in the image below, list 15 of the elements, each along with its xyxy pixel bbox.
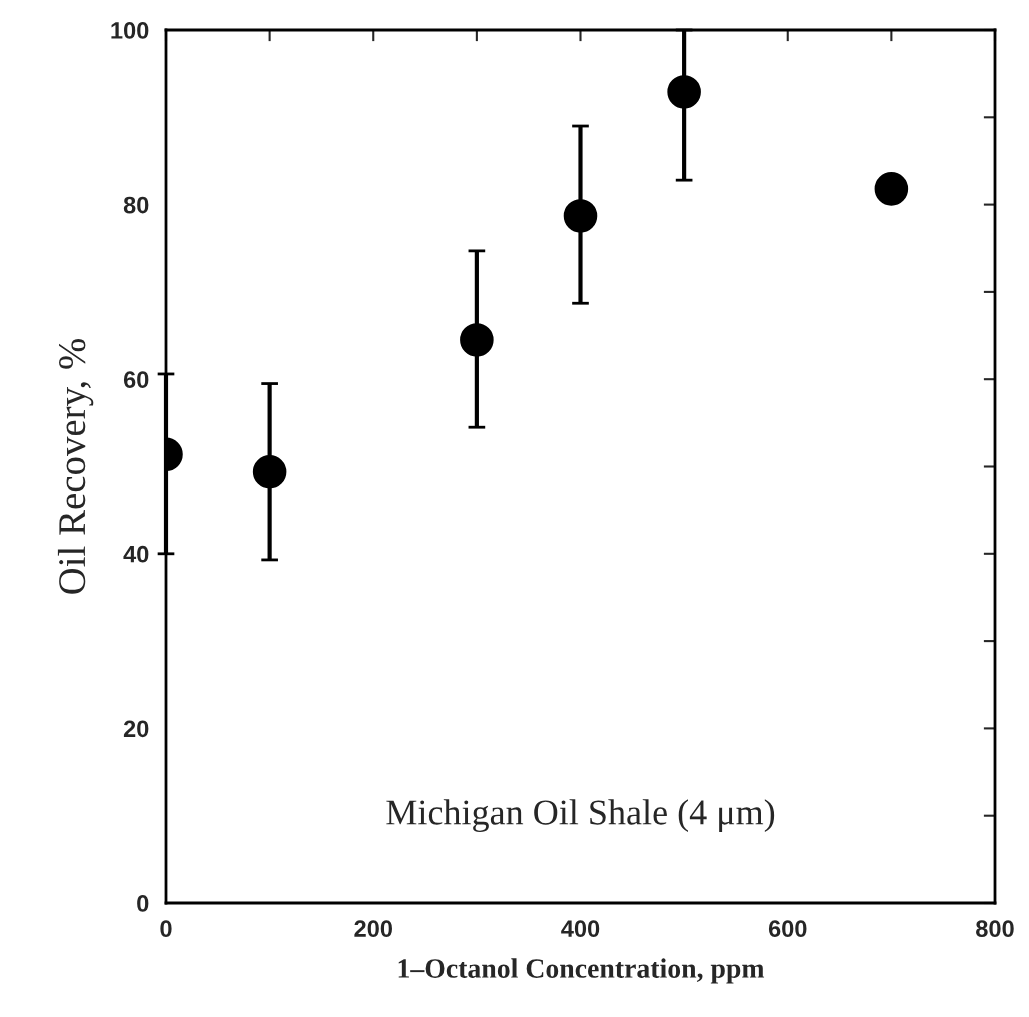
x-tick-label: 0 <box>160 920 172 938</box>
y-tick-label: 0 <box>137 895 149 912</box>
x-tick-label: 200 <box>354 920 392 938</box>
y-tick-label: 20 <box>123 720 149 738</box>
annotation: Michigan Oil Shale (4 μm) <box>386 799 775 833</box>
y-tick-label: 40 <box>123 545 149 563</box>
y-tick-label: 100 <box>111 22 149 39</box>
y-axis-title: Oil Recovery, % <box>57 338 94 594</box>
point <box>874 172 909 206</box>
x-tick-label: 800 <box>976 920 1014 938</box>
y-tick-label: 60 <box>123 371 149 388</box>
x-axis-title: 1–Octanol Concentration, ppm <box>398 958 765 984</box>
x-tick-label: 600 <box>768 920 807 938</box>
y-tick-label: 80 <box>123 196 149 214</box>
x-tick-label: 400 <box>561 920 600 938</box>
